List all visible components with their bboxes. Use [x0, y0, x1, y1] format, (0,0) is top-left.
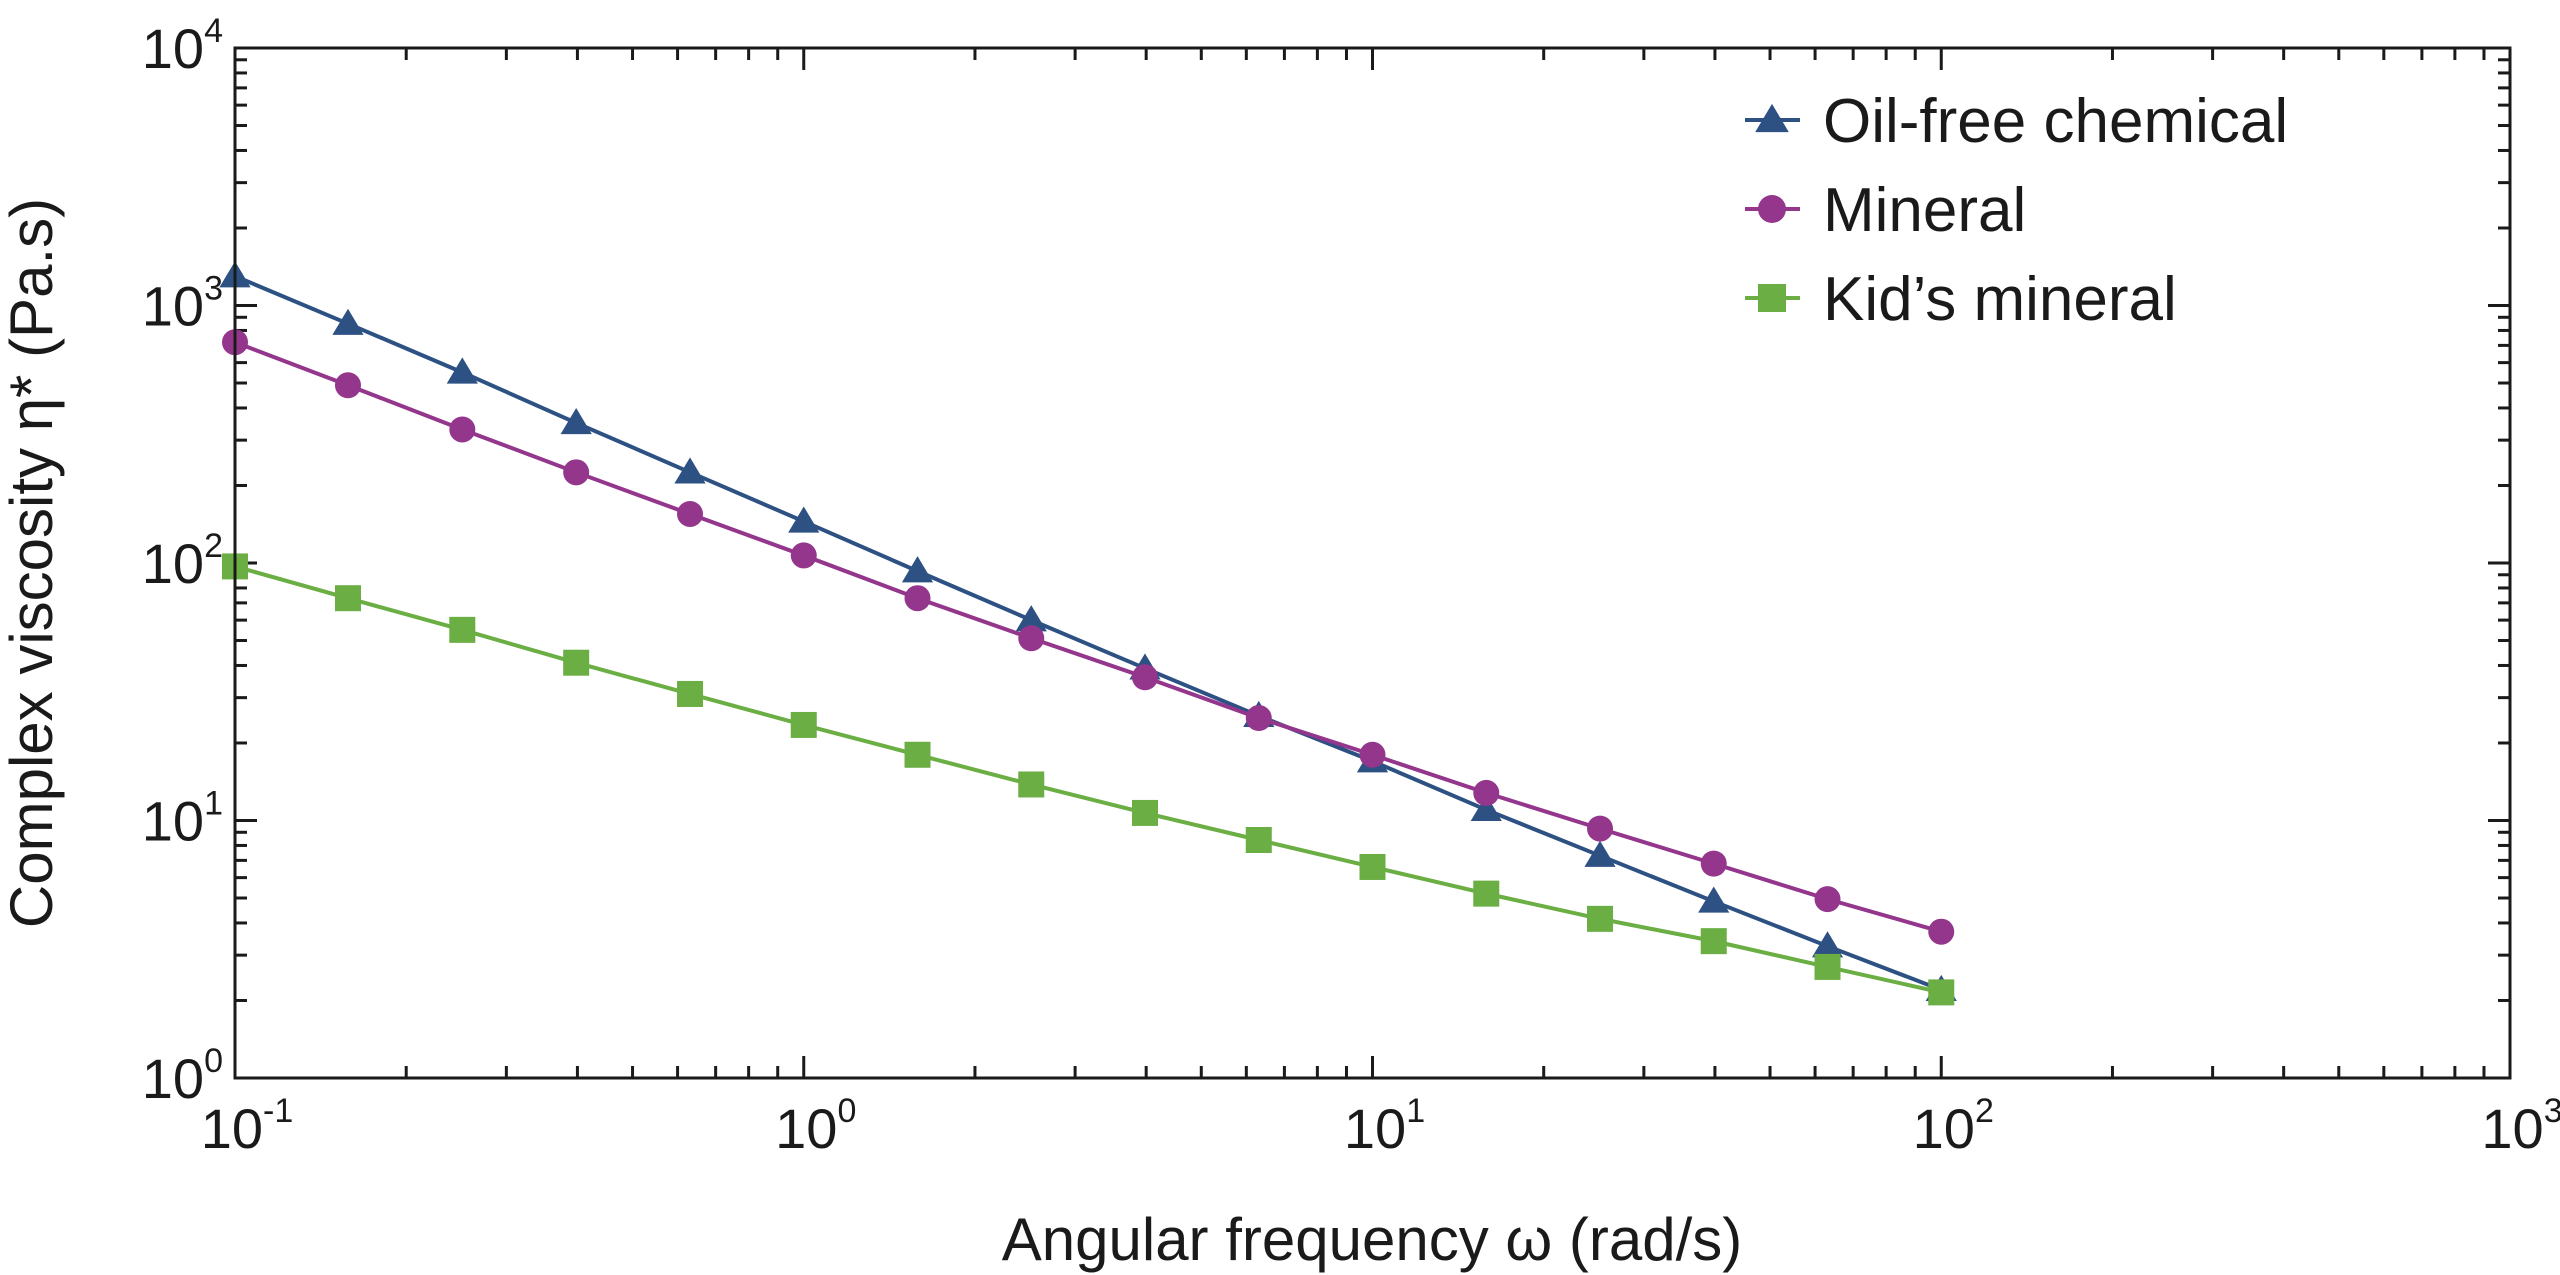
data-point — [901, 556, 934, 583]
data-point — [1018, 625, 1045, 652]
y-tick-label: 101 — [142, 785, 223, 853]
data-point — [1928, 979, 1955, 1006]
data-point — [677, 680, 704, 707]
legend-marker — [1758, 284, 1786, 312]
data-point — [904, 585, 931, 612]
series-line — [234, 340, 1942, 934]
x-tick-labels: 10-1 100 101 102 103 — [201, 1092, 2560, 1160]
legend-label: Kid’s mineral — [1823, 265, 2177, 334]
series-2 — [222, 329, 1955, 945]
data-point — [563, 649, 590, 676]
y-tick-labels: 100 101 102 103 104 — [142, 12, 223, 1110]
data-point — [446, 357, 478, 384]
series-3 — [222, 553, 1955, 1006]
legend-marker — [1758, 195, 1786, 223]
data-point — [1015, 605, 1047, 632]
y-axis-label: Complex viscosity η* (Pa.s) — [0, 198, 65, 928]
legend-item: Oil-free chemical — [1745, 87, 2288, 156]
data-point — [1131, 799, 1158, 826]
x-axis-label: Angular frequency ω (rad/s) — [1002, 1206, 1743, 1273]
data-point — [1473, 880, 1500, 907]
series-line — [234, 274, 1942, 992]
x-tick-label: 10-1 — [201, 1092, 294, 1160]
legend-item: Mineral — [1745, 176, 2026, 245]
y-tick-label: 103 — [142, 270, 223, 338]
data-point — [1811, 931, 1844, 958]
data-point — [449, 616, 476, 643]
y-tick-label: 100 — [142, 1042, 223, 1110]
data-point — [1700, 928, 1727, 955]
data-point — [790, 711, 817, 738]
data-point — [677, 500, 704, 527]
data-point — [1698, 886, 1730, 913]
data-point — [904, 741, 931, 768]
data-point — [1359, 741, 1386, 768]
data-point — [1928, 918, 1955, 945]
data-point — [449, 416, 476, 443]
data-point — [1131, 664, 1158, 691]
data-point — [334, 585, 361, 612]
data-point — [1700, 850, 1727, 877]
data-point — [788, 506, 820, 533]
data-point — [332, 308, 364, 335]
data-point — [560, 407, 592, 435]
legend-label: Mineral — [1823, 176, 2026, 245]
data-point — [334, 372, 361, 399]
y-tick-label: 102 — [142, 527, 223, 595]
plot-area-frame — [233, 46, 2512, 1080]
data-point — [563, 459, 590, 486]
data-point — [1473, 779, 1500, 806]
legend-label: Oil-free chemical — [1823, 87, 2288, 156]
y-tick-label: 104 — [142, 12, 223, 80]
x-tick-label: 101 — [1344, 1092, 1425, 1160]
x-tick-label: 102 — [1913, 1092, 1994, 1160]
x-tick-label: 100 — [775, 1092, 856, 1160]
legend: Oil-free chemical Mineral Kid’s mineral — [1745, 87, 2288, 334]
data-point — [1587, 905, 1614, 932]
data-point — [674, 457, 706, 484]
data-series — [219, 261, 1957, 1006]
data-point — [1470, 794, 1502, 822]
series-line — [234, 564, 1942, 995]
data-point — [1018, 771, 1045, 798]
legend-item: Kid’s mineral — [1745, 265, 2177, 334]
data-point — [790, 542, 817, 569]
legend-marker — [1755, 103, 1789, 133]
data-point — [1587, 815, 1614, 842]
data-point — [1584, 840, 1616, 867]
data-point — [1814, 886, 1841, 913]
data-point — [1245, 826, 1272, 853]
data-point — [1814, 953, 1841, 980]
data-point — [1359, 853, 1386, 880]
x-tick-label: 103 — [2481, 1092, 2560, 1160]
data-point — [1245, 705, 1272, 732]
